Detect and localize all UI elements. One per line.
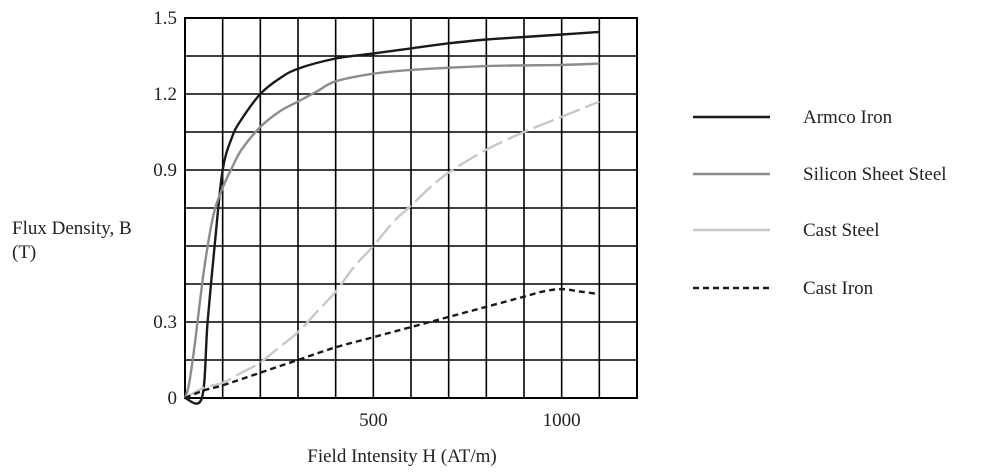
series-line-silicon-sheet-steel: [183, 62, 600, 399]
curves: [183, 30, 600, 405]
legend-label: Cast Iron: [803, 278, 874, 299]
legend-label: Armco Iron: [803, 107, 893, 128]
series-line-armco-iron: [184, 30, 600, 405]
y-axis-label-line1: Flux Density, B: [12, 218, 132, 239]
x-tick-label: 1000: [543, 410, 581, 431]
y-tick-label: 0: [168, 388, 178, 409]
y-tick-label: 0.3: [153, 312, 177, 333]
legend-label: Cast Steel: [803, 220, 880, 241]
grid: [184, 17, 638, 399]
y-axis-ticks: 0 0.3 0.9 1.2 1.5: [153, 8, 177, 409]
legend-label: Silicon Sheet Steel: [803, 164, 947, 185]
plot-border: [184, 17, 638, 399]
x-axis-label: Field Intensity H (AT/m): [307, 446, 496, 467]
series-line-cast-iron: [184, 287, 600, 400]
x-tick-label: 500: [359, 410, 388, 431]
legend: Armco Iron Silicon Sheet Steel Cast Steel C…: [693, 107, 947, 299]
y-axis-label: Flux Density, B (T): [12, 217, 132, 265]
x-axis-ticks: 500 1000: [359, 410, 581, 431]
y-tick-label: 0.9: [153, 160, 177, 181]
series-line-cast-steel: [184, 100, 600, 400]
plot-frame: [184, 17, 638, 399]
y-tick-label: 1.2: [153, 84, 177, 105]
y-axis-label-line2: (T): [12, 242, 37, 263]
y-tick-label: 1.5: [153, 8, 177, 29]
